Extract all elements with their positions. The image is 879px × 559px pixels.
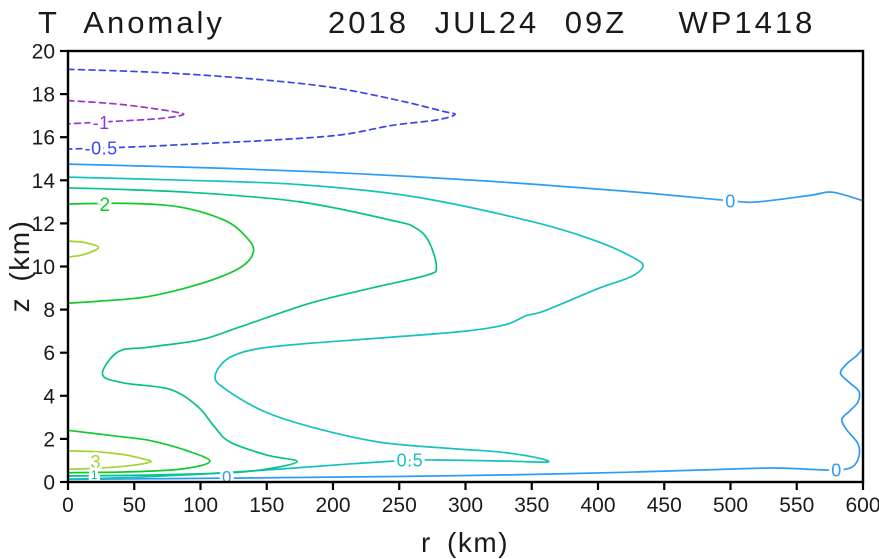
- contours-group: [67, 68, 864, 481]
- contour-line-level--1: [67, 99, 185, 125]
- plot-frame: [66, 49, 865, 484]
- contour-label-0.5: 0.5: [397, 451, 424, 471]
- tick-labels-group: 0 50 100 150 200 250 300 350 400 450 500 550 6000246…: [32, 41, 879, 518]
- x-tick-label: 600: [845, 494, 879, 517]
- contour-label-3: 3: [91, 452, 102, 472]
- contour-labels-group: -1 -0.5 2 31 0.5 0 0 0: [82, 110, 845, 490]
- contour-line-level--0.5: [67, 68, 456, 150]
- y-tick-label: 20: [32, 41, 55, 64]
- plot-title: T Anomaly: [38, 5, 225, 40]
- contour-label-1: 1: [91, 468, 98, 482]
- contour-label--0.5: -0.5: [85, 139, 118, 159]
- y-axis-title: z (km): [4, 220, 35, 313]
- y-tick-label: 0: [43, 472, 55, 495]
- contour-label-0: 0: [725, 191, 736, 211]
- y-tick-label: 2: [43, 428, 55, 451]
- x-tick-label: 0: [62, 494, 74, 517]
- x-tick-label: 250: [382, 494, 417, 517]
- y-tick-label: 6: [43, 342, 55, 365]
- contour-label-0: 0: [831, 461, 842, 481]
- contour-line-level-3: [67, 240, 100, 258]
- x-axis-title: r (km): [421, 527, 509, 558]
- axes-group: [60, 49, 865, 490]
- x-tick-label: 100: [183, 494, 218, 517]
- contour-label--1: -1: [93, 113, 110, 133]
- y-tick-label: 14: [32, 170, 56, 193]
- contour-line-level-3: [67, 449, 152, 470]
- x-tick-label: 550: [779, 494, 814, 517]
- contour-line-level-0: [67, 347, 864, 481]
- x-tick-label: 450: [647, 494, 682, 517]
- contour-line-level-0.5: [67, 176, 644, 480]
- contour-line-level-0: [67, 163, 864, 204]
- contour-line-level-1: [67, 186, 438, 477]
- x-tick-label: 400: [580, 494, 615, 517]
- x-tick-label: 300: [448, 494, 483, 517]
- y-tick-label: 10: [32, 256, 55, 279]
- x-tick-label: 200: [315, 494, 350, 517]
- contour-line-level-2: [67, 202, 255, 304]
- x-tick-label: 500: [713, 494, 748, 517]
- y-tick-label: 8: [43, 299, 55, 322]
- y-tick-label: 16: [32, 127, 55, 150]
- y-tick-label: 12: [32, 213, 55, 236]
- y-tick-label: 4: [43, 385, 55, 408]
- contour-line-level-2: [67, 429, 211, 474]
- contour-label-0: 0: [222, 468, 232, 487]
- x-tick-label: 50: [123, 494, 146, 517]
- contour-label-2: 2: [100, 195, 111, 216]
- plot-subtitle-datetime-storm: 2018 JUL24 09Z WP1418: [328, 5, 816, 40]
- x-tick-label: 150: [249, 494, 284, 517]
- y-tick-label: 18: [32, 84, 55, 107]
- x-tick-label: 350: [514, 494, 549, 517]
